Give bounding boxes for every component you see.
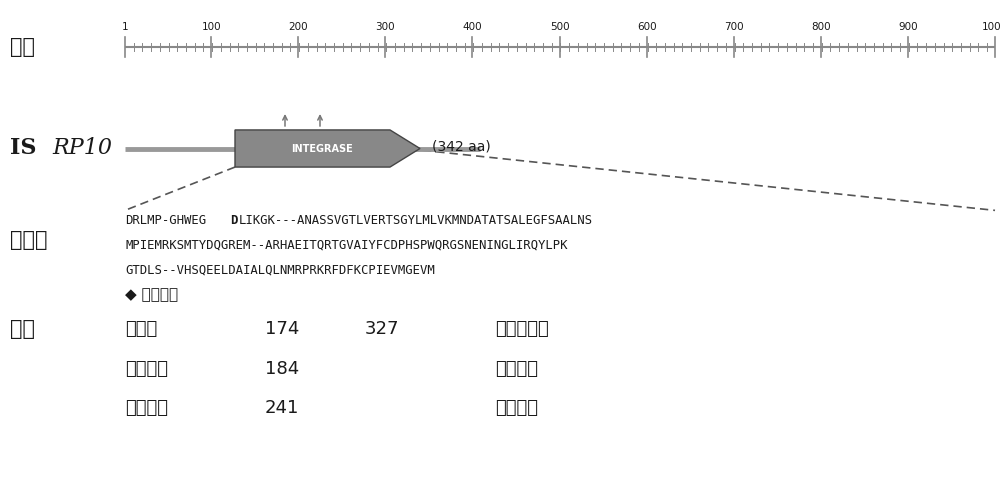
- Text: 整合酶催化: 整合酶催化: [495, 320, 549, 338]
- Text: 1: 1: [122, 22, 128, 32]
- Text: LIKGK---ANASSVGTLVERTSGYLMLVKMNDATATSALEGFSAALNS: LIKGK---ANASSVGTLVERTSGYLMLVKMNDATATSALE…: [239, 214, 593, 227]
- Text: 327: 327: [365, 320, 400, 338]
- Text: ◆ 其他位点: ◆ 其他位点: [125, 287, 178, 302]
- Text: 184: 184: [265, 360, 299, 378]
- Text: INTEGRASE: INTEGRASE: [292, 144, 353, 153]
- Text: 描述: 描述: [10, 319, 35, 339]
- Text: 整合酶: 整合酶: [10, 230, 48, 250]
- Text: 100: 100: [201, 22, 221, 32]
- Text: 600: 600: [637, 22, 656, 32]
- Text: 金属位点: 金属位点: [125, 360, 168, 378]
- Text: 241: 241: [265, 399, 299, 417]
- Text: 200: 200: [288, 22, 308, 32]
- Text: MPIEMRKSMTYDQGREM--ARHAEITQRTGVAIYFCDPHSPWQRGSNENINGLIRQYLPK: MPIEMRKSMTYDQGREM--ARHAEITQRTGVAIYFCDPHS…: [125, 239, 568, 251]
- Text: 镁；催化: 镁；催化: [495, 399, 538, 417]
- Text: 结构域: 结构域: [125, 320, 157, 338]
- Text: GTDLS--VHSQEELDAIALQLNMRPRKRFDFKCPIEVMGEVM: GTDLS--VHSQEELDAIALQLNMRPRKRFDFKCPIEVMGE…: [125, 263, 435, 276]
- Text: 500: 500: [550, 22, 569, 32]
- Text: 800: 800: [811, 22, 831, 32]
- Text: 700: 700: [724, 22, 744, 32]
- Text: RP10: RP10: [52, 138, 112, 159]
- Text: 金属位点: 金属位点: [125, 399, 168, 417]
- Text: 300: 300: [376, 22, 395, 32]
- Text: 长度: 长度: [10, 37, 35, 57]
- Text: (342 aa): (342 aa): [432, 140, 491, 153]
- Text: 400: 400: [463, 22, 482, 32]
- Text: 1000: 1000: [982, 22, 1000, 32]
- Text: 镁；催化: 镁；催化: [495, 360, 538, 378]
- Polygon shape: [235, 130, 420, 167]
- Text: 174: 174: [265, 320, 299, 338]
- Text: 900: 900: [898, 22, 918, 32]
- Text: IS: IS: [10, 138, 36, 159]
- Text: D: D: [230, 214, 237, 227]
- Text: DRLMP-GHWEG: DRLMP-GHWEG: [125, 214, 206, 227]
